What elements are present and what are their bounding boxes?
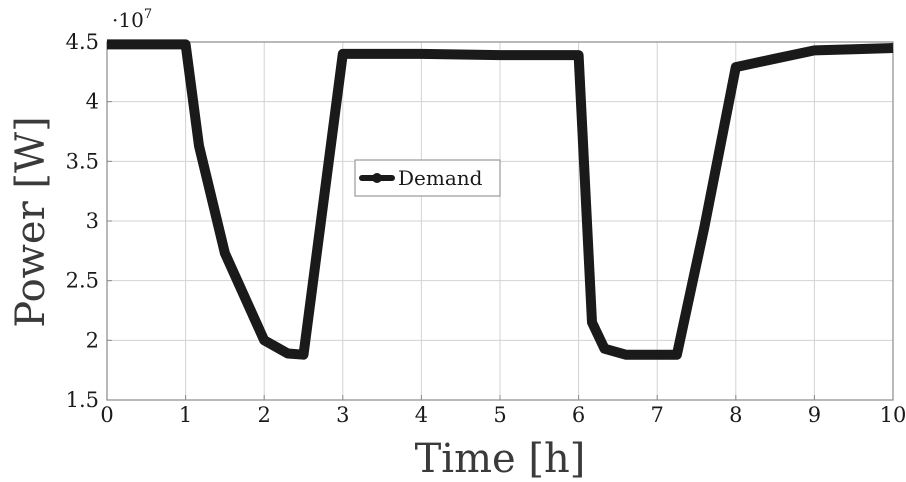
y-tick-label: 3.5 <box>66 149 99 173</box>
y-tick-label: 4.5 <box>66 30 99 54</box>
y-tick-label: 2.5 <box>66 269 99 293</box>
x-tick-label: 9 <box>808 403 821 427</box>
y-axis-label: Power [W] <box>8 116 54 327</box>
x-tick-label: 0 <box>100 403 113 427</box>
x-tick-label: 1 <box>179 403 192 427</box>
legend-label: Demand <box>398 166 483 190</box>
legend: Demand <box>354 159 501 197</box>
x-axis-label: Time [h] <box>415 436 586 482</box>
x-axis: 0 1 2 3 4 5 6 7 8 9 10 <box>100 395 906 427</box>
x-tick-label: 10 <box>880 403 906 427</box>
y-axis-multiplier: ·107 <box>112 7 152 32</box>
y-axis: 1.5 2 2.5 3 3.5 4 4.5 <box>66 30 112 412</box>
y-tick-label: 3 <box>86 209 99 233</box>
x-tick-label: 7 <box>651 403 664 427</box>
x-tick-label: 8 <box>729 403 742 427</box>
series-line-demand <box>107 39 894 360</box>
y-tick-label: 4 <box>86 90 99 114</box>
legend-marker-swatch <box>372 173 382 183</box>
series-layer <box>107 39 894 360</box>
x-tick-label: 6 <box>572 403 585 427</box>
x-tick-label: 2 <box>258 403 271 427</box>
x-tick-label: 5 <box>493 403 506 427</box>
x-tick-label: 3 <box>336 403 349 427</box>
x-tick-label: 4 <box>415 403 428 427</box>
y-tick-label: 1.5 <box>66 388 99 412</box>
y-tick-label: 2 <box>86 328 99 352</box>
